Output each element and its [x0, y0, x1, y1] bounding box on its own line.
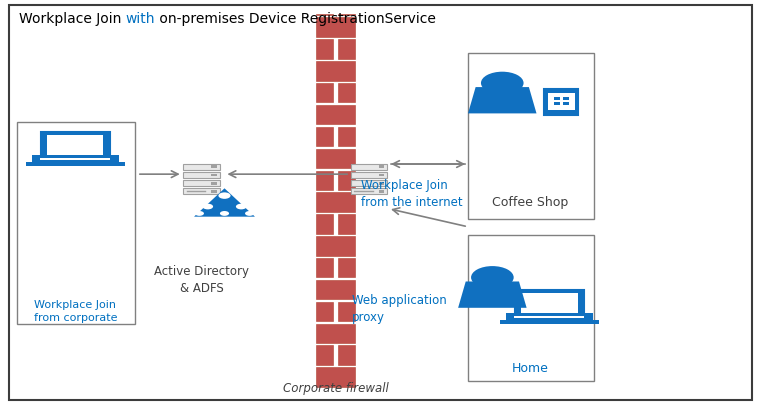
Bar	[379, 165, 384, 168]
Bar	[316, 324, 355, 343]
Circle shape	[195, 211, 204, 216]
Bar	[183, 172, 220, 178]
Bar	[212, 165, 217, 168]
Bar	[183, 188, 220, 194]
Bar	[32, 155, 119, 162]
Bar	[17, 122, 135, 324]
Text: Workplace Join: Workplace Join	[19, 12, 126, 26]
Bar	[316, 280, 355, 299]
Bar	[316, 171, 333, 190]
Bar	[514, 316, 584, 318]
Bar	[26, 162, 125, 166]
Bar	[338, 258, 355, 277]
Bar	[41, 132, 110, 158]
Bar	[338, 214, 355, 234]
Text: Home: Home	[512, 362, 549, 375]
Bar	[554, 102, 560, 105]
Bar	[515, 290, 584, 316]
Circle shape	[481, 72, 524, 94]
Bar	[316, 39, 333, 59]
Bar	[338, 127, 355, 146]
Bar	[338, 171, 355, 190]
Text: Web application
proxy: Web application proxy	[352, 294, 447, 324]
Bar	[338, 14, 355, 15]
Circle shape	[220, 211, 229, 216]
Bar	[316, 345, 333, 365]
Bar	[316, 105, 355, 124]
Bar	[379, 190, 384, 193]
Bar	[351, 180, 387, 186]
Text: on-premises Device RegistrationService: on-premises Device RegistrationService	[155, 12, 436, 26]
Circle shape	[218, 192, 231, 199]
Text: Workplace Join
from corporate: Workplace Join from corporate	[33, 300, 117, 323]
Bar	[40, 158, 110, 160]
Bar	[316, 17, 355, 37]
Bar	[338, 39, 355, 59]
Circle shape	[245, 211, 254, 216]
Bar	[338, 302, 355, 321]
Polygon shape	[194, 188, 255, 217]
Bar	[500, 320, 599, 324]
Circle shape	[202, 204, 213, 209]
Bar	[351, 172, 387, 178]
Bar	[316, 192, 355, 212]
Bar	[183, 180, 220, 186]
Bar	[316, 214, 333, 234]
Bar	[47, 135, 103, 155]
Text: with: with	[126, 12, 155, 26]
Text: Workplace Join
from the internet: Workplace Join from the internet	[361, 179, 463, 209]
Polygon shape	[468, 87, 537, 113]
Bar	[554, 97, 560, 100]
Bar	[338, 345, 355, 365]
Bar	[521, 293, 578, 313]
Text: Corporate firewall: Corporate firewall	[283, 382, 388, 395]
Bar	[183, 164, 220, 170]
Bar	[338, 83, 355, 102]
Bar	[468, 235, 594, 381]
Bar	[379, 173, 384, 177]
Circle shape	[236, 204, 247, 209]
Bar	[379, 181, 384, 185]
Polygon shape	[458, 281, 527, 308]
Bar	[563, 102, 568, 105]
Bar	[505, 313, 594, 320]
Circle shape	[471, 266, 514, 289]
Bar	[212, 173, 217, 177]
Bar	[316, 83, 333, 102]
Bar	[316, 14, 333, 15]
Bar	[548, 93, 575, 110]
Bar	[351, 164, 387, 170]
Bar	[212, 181, 217, 185]
Bar	[316, 367, 355, 387]
Bar	[212, 190, 217, 193]
Bar	[563, 97, 568, 100]
Bar	[316, 302, 333, 321]
Bar	[544, 89, 578, 115]
Bar	[316, 61, 355, 81]
Bar	[316, 127, 333, 146]
Bar	[316, 258, 333, 277]
Bar	[468, 53, 594, 219]
Text: Active Directory
& ADFS: Active Directory & ADFS	[154, 265, 249, 295]
Bar	[316, 149, 355, 168]
Text: Coffee Shop: Coffee Shop	[492, 196, 568, 209]
Bar	[316, 236, 355, 256]
Bar	[351, 188, 387, 194]
